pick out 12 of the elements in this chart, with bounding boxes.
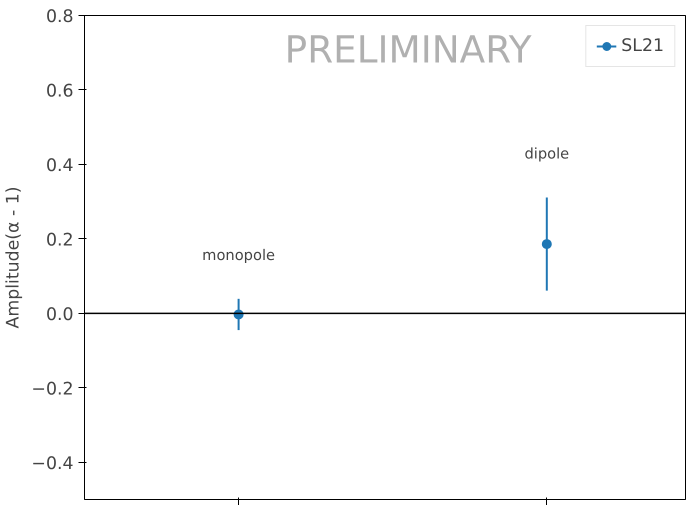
y-tick-label: −0.2 xyxy=(31,379,74,400)
y-tick-label: 0.6 xyxy=(46,81,74,102)
y-tick-label: 0.2 xyxy=(46,230,74,250)
y-tick-label: −0.4 xyxy=(31,454,74,474)
y-axis-title: Amplitude(α - 1) xyxy=(3,186,24,329)
y-tick-label: 0.4 xyxy=(46,156,74,176)
legend-label: SL21 xyxy=(621,36,664,56)
annotation: monopole xyxy=(202,246,276,264)
y-tick-label: 0.0 xyxy=(46,304,74,325)
y-tick-label: 0.8 xyxy=(46,7,74,27)
annotation: dipole xyxy=(524,146,570,163)
annotation: PRELIMINARY xyxy=(284,27,532,72)
